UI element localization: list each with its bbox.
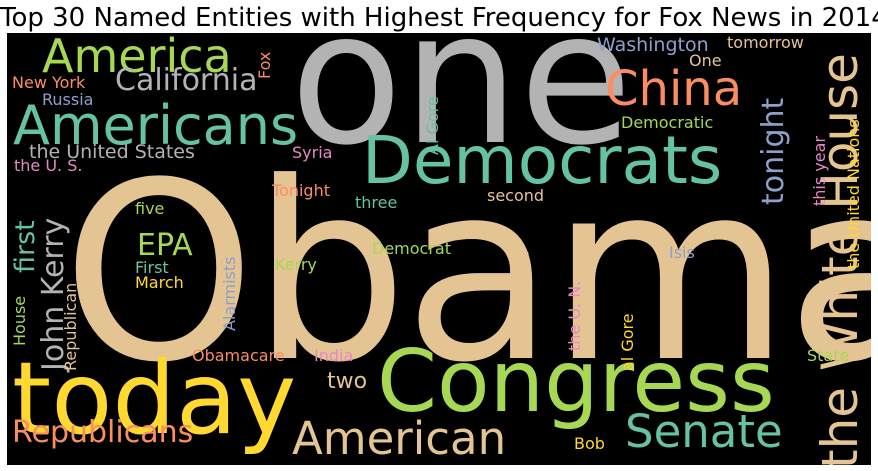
word-tomorrow: tomorrow	[727, 33, 804, 52]
word-the-united-states: the United States	[29, 141, 195, 163]
word-isis: Isis	[669, 243, 695, 262]
word-al-gore-top: Al Gore	[423, 96, 442, 155]
word-india: India	[314, 346, 354, 365]
word-democrats: Democrats	[362, 122, 723, 199]
word-epa: EPA	[137, 228, 193, 263]
word-first-lower: first	[10, 220, 41, 273]
word-three: three	[355, 193, 398, 212]
word-tonight-cap: Tonight	[272, 181, 330, 200]
word-yesterday: yesterday	[510, 246, 529, 327]
word-democrat: Democrat	[372, 239, 451, 258]
word-american: American	[292, 412, 507, 465]
word-one: one	[290, 33, 633, 186]
word-america: America	[42, 33, 232, 83]
word-obama: Obama	[62, 131, 871, 417]
word-obamacare: Obamacare	[192, 346, 285, 365]
word-bob: Bob	[574, 434, 605, 453]
word-syria: Syria	[292, 143, 333, 162]
word-two: two	[327, 369, 368, 394]
word-democratic: Democratic	[621, 113, 714, 132]
word-alarmists: Alarmists	[220, 256, 239, 331]
word-this-year: this year	[810, 136, 829, 206]
word-americans: Americans	[13, 94, 299, 157]
word-house: House	[10, 295, 29, 346]
word-republican: Republican	[61, 282, 80, 371]
word-washington: Washington	[597, 34, 709, 56]
word-the-u-s: the U. S.	[14, 156, 83, 175]
word-today: today	[12, 340, 297, 457]
word-republicans: Republicans	[12, 415, 194, 450]
word-kerry: Kerry	[275, 255, 317, 274]
word-march: March	[135, 273, 184, 292]
word-china: China	[605, 61, 743, 117]
word-first-cap: First	[135, 258, 169, 277]
word-al-gore-bottom: al Gore	[618, 313, 637, 371]
word-russia: Russia	[42, 90, 94, 109]
word-cloud: Obama one today Congress Democrats Ameri…	[7, 33, 871, 465]
word-the-united-nations: the United Nations	[844, 119, 863, 269]
word-new-york: New York	[12, 73, 86, 92]
word-one-small: One	[689, 51, 722, 70]
word-senate: Senate	[625, 405, 783, 458]
word-state: State	[807, 346, 850, 365]
word-second: second	[487, 186, 545, 205]
word-fox: Fox	[255, 51, 274, 79]
word-tonight: tonight	[756, 97, 791, 205]
word-the-u-n: the U. N.	[565, 280, 584, 351]
word-california: California	[115, 63, 258, 98]
chart-title: Top 30 Named Entities with Highest Frequ…	[0, 3, 878, 33]
word-congress: Congress	[377, 332, 775, 432]
word-five: five	[135, 199, 165, 218]
